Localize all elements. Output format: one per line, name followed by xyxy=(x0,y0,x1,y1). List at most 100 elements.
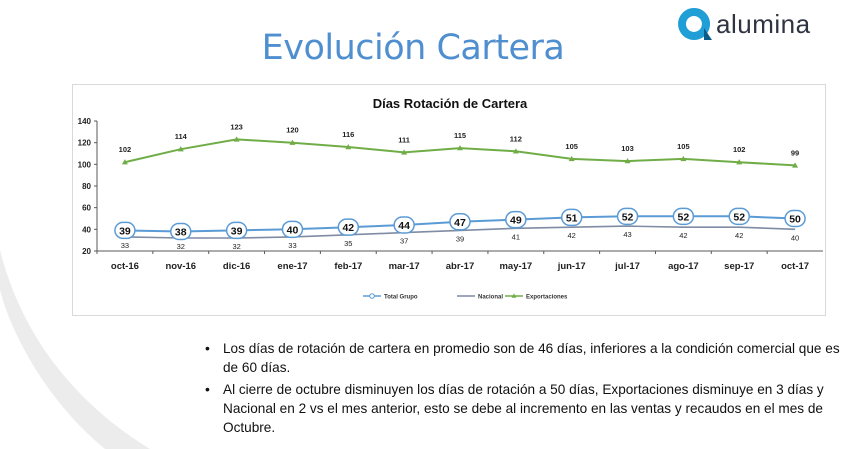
total-grupo-data-label: 44 xyxy=(398,220,410,232)
exportaciones-point xyxy=(457,145,463,151)
exportaciones-point xyxy=(345,144,352,150)
exportaciones-point xyxy=(568,155,575,162)
y-tick-label: 60 xyxy=(82,204,91,213)
x-tick-label: oct-17 xyxy=(781,261,809,272)
total-grupo-data-label: 51 xyxy=(566,212,578,224)
nacional-data-label: 32 xyxy=(177,242,185,251)
slide-title: Evolución Cartera xyxy=(261,28,565,68)
total-grupo-data-label: 52 xyxy=(678,211,690,223)
rotation-chart: Días Rotación de Cartera 20 40 60 80 100 120 1… xyxy=(78,96,823,301)
total-grupo-data-label: 42 xyxy=(342,222,354,234)
y-tick-label: 20 xyxy=(82,247,91,256)
x-tick-label: oct-16 xyxy=(111,261,139,272)
exportaciones-data-label: 112 xyxy=(510,134,522,143)
legend-label: Total Grupo xyxy=(384,295,418,301)
logo-text: alumina xyxy=(716,9,811,39)
exportaciones-data-label: 116 xyxy=(342,130,354,139)
exportaciones-point xyxy=(401,149,408,155)
x-tick-label: mar-17 xyxy=(389,261,420,272)
x-tick-label: jul-17 xyxy=(614,261,640,272)
nacional-data-label: 42 xyxy=(568,231,576,240)
exportaciones-data-label: 105 xyxy=(677,142,690,151)
x-tick-label: feb-17 xyxy=(334,261,362,272)
total-grupo-point xyxy=(393,216,415,234)
exportaciones-data-label: 105 xyxy=(565,142,578,151)
exportaciones-point xyxy=(233,136,240,142)
x-tick-label: ago-17 xyxy=(668,261,699,272)
total-grupo-point xyxy=(505,210,527,229)
nacional-data-label: 35 xyxy=(344,239,352,248)
exportaciones-data-label: 103 xyxy=(621,144,634,153)
total-grupo-data-label: 40 xyxy=(287,224,299,236)
exportaciones-data-label: 102 xyxy=(733,145,746,154)
nacional-data-label: 42 xyxy=(735,231,743,240)
total-grupo-data-label: 49 xyxy=(510,215,522,227)
exportaciones-point xyxy=(121,159,128,165)
x-tick-label: sep-17 xyxy=(724,261,754,272)
exportaciones-point xyxy=(680,155,687,162)
x-tick-label: may-17 xyxy=(499,261,532,272)
legend-marker xyxy=(369,293,375,299)
total-grupo-data-label: 38 xyxy=(175,227,187,239)
legend-marker xyxy=(511,293,517,298)
nacional-data-label: 33 xyxy=(121,241,129,250)
bullet-item: Los días de rotación de cartera en prome… xyxy=(205,339,855,377)
nacional-data-label: 37 xyxy=(400,237,408,246)
exportaciones-data-label: 99 xyxy=(791,148,799,157)
exportaciones-point xyxy=(289,139,296,145)
exportaciones-data-label: 115 xyxy=(454,131,466,140)
exportaciones-data-label: 102 xyxy=(119,145,132,154)
total-grupo-point xyxy=(337,218,360,236)
y-tick-label: 100 xyxy=(78,160,92,169)
x-tick-label: abr-17 xyxy=(446,261,475,272)
nacional-data-label: 40 xyxy=(791,233,799,242)
exportaciones-data-label: 123 xyxy=(230,122,243,131)
nacional-data-label: 33 xyxy=(288,241,296,250)
legend-label: Nacional xyxy=(478,295,503,301)
total-grupo-data-label: 47 xyxy=(454,217,466,229)
x-tick-label: ene-17 xyxy=(277,261,307,272)
total-grupo-point xyxy=(560,208,583,227)
logo-mark-icon xyxy=(678,8,711,40)
total-grupo-data-label: 39 xyxy=(231,225,243,237)
total-grupo-data-label: 52 xyxy=(622,211,634,223)
y-tick-label: 120 xyxy=(78,139,92,148)
total-grupo-data-label: 52 xyxy=(733,211,745,223)
series-line-exportaciones xyxy=(124,138,796,167)
chart-frame: Días Rotación de Cartera 20 40 60 80 100 120 1… xyxy=(72,84,826,316)
nacional-data-label: 42 xyxy=(679,231,687,240)
y-tick-label: 80 xyxy=(82,182,91,191)
total-grupo-point xyxy=(114,221,136,240)
y-tick-label: 140 xyxy=(78,117,92,126)
total-grupo-data-label: 50 xyxy=(789,214,801,226)
exportaciones-data-label: 120 xyxy=(286,126,299,135)
exportaciones-point xyxy=(177,146,184,152)
legend-label: Exportaciones xyxy=(526,295,568,301)
x-tick-label: nov-16 xyxy=(165,261,196,272)
bullet-list: Los días de rotación de cartera en prome… xyxy=(205,339,855,440)
x-tick-label: dic-16 xyxy=(223,261,250,272)
y-tick-label: 40 xyxy=(82,225,91,234)
total-grupo-point xyxy=(170,222,192,241)
nacional-data-label: 43 xyxy=(623,230,631,239)
exportaciones-data-label: 111 xyxy=(398,135,410,144)
nacional-data-label: 32 xyxy=(232,242,240,251)
nacional-data-label: 39 xyxy=(456,234,464,243)
x-tick-label: jun-17 xyxy=(557,261,586,272)
total-grupo-point xyxy=(449,213,471,231)
total-grupo-point xyxy=(672,207,695,226)
exportaciones-point xyxy=(736,159,743,165)
total-grupo-point xyxy=(728,207,750,226)
exportaciones-point xyxy=(792,162,799,168)
bullet-item: Al cierre de octubre disminuyen los días… xyxy=(205,380,855,437)
exportaciones-data-label: 114 xyxy=(175,132,188,141)
total-grupo-point xyxy=(784,209,806,228)
total-grupo-point xyxy=(225,221,248,240)
total-grupo-point xyxy=(281,220,304,239)
total-grupo-data-label: 39 xyxy=(119,225,131,237)
alumina-logo: alumina xyxy=(678,8,811,40)
chart-title: Días Rotación de Cartera xyxy=(373,96,528,111)
total-grupo-point xyxy=(616,207,639,226)
exportaciones-point xyxy=(512,148,519,154)
